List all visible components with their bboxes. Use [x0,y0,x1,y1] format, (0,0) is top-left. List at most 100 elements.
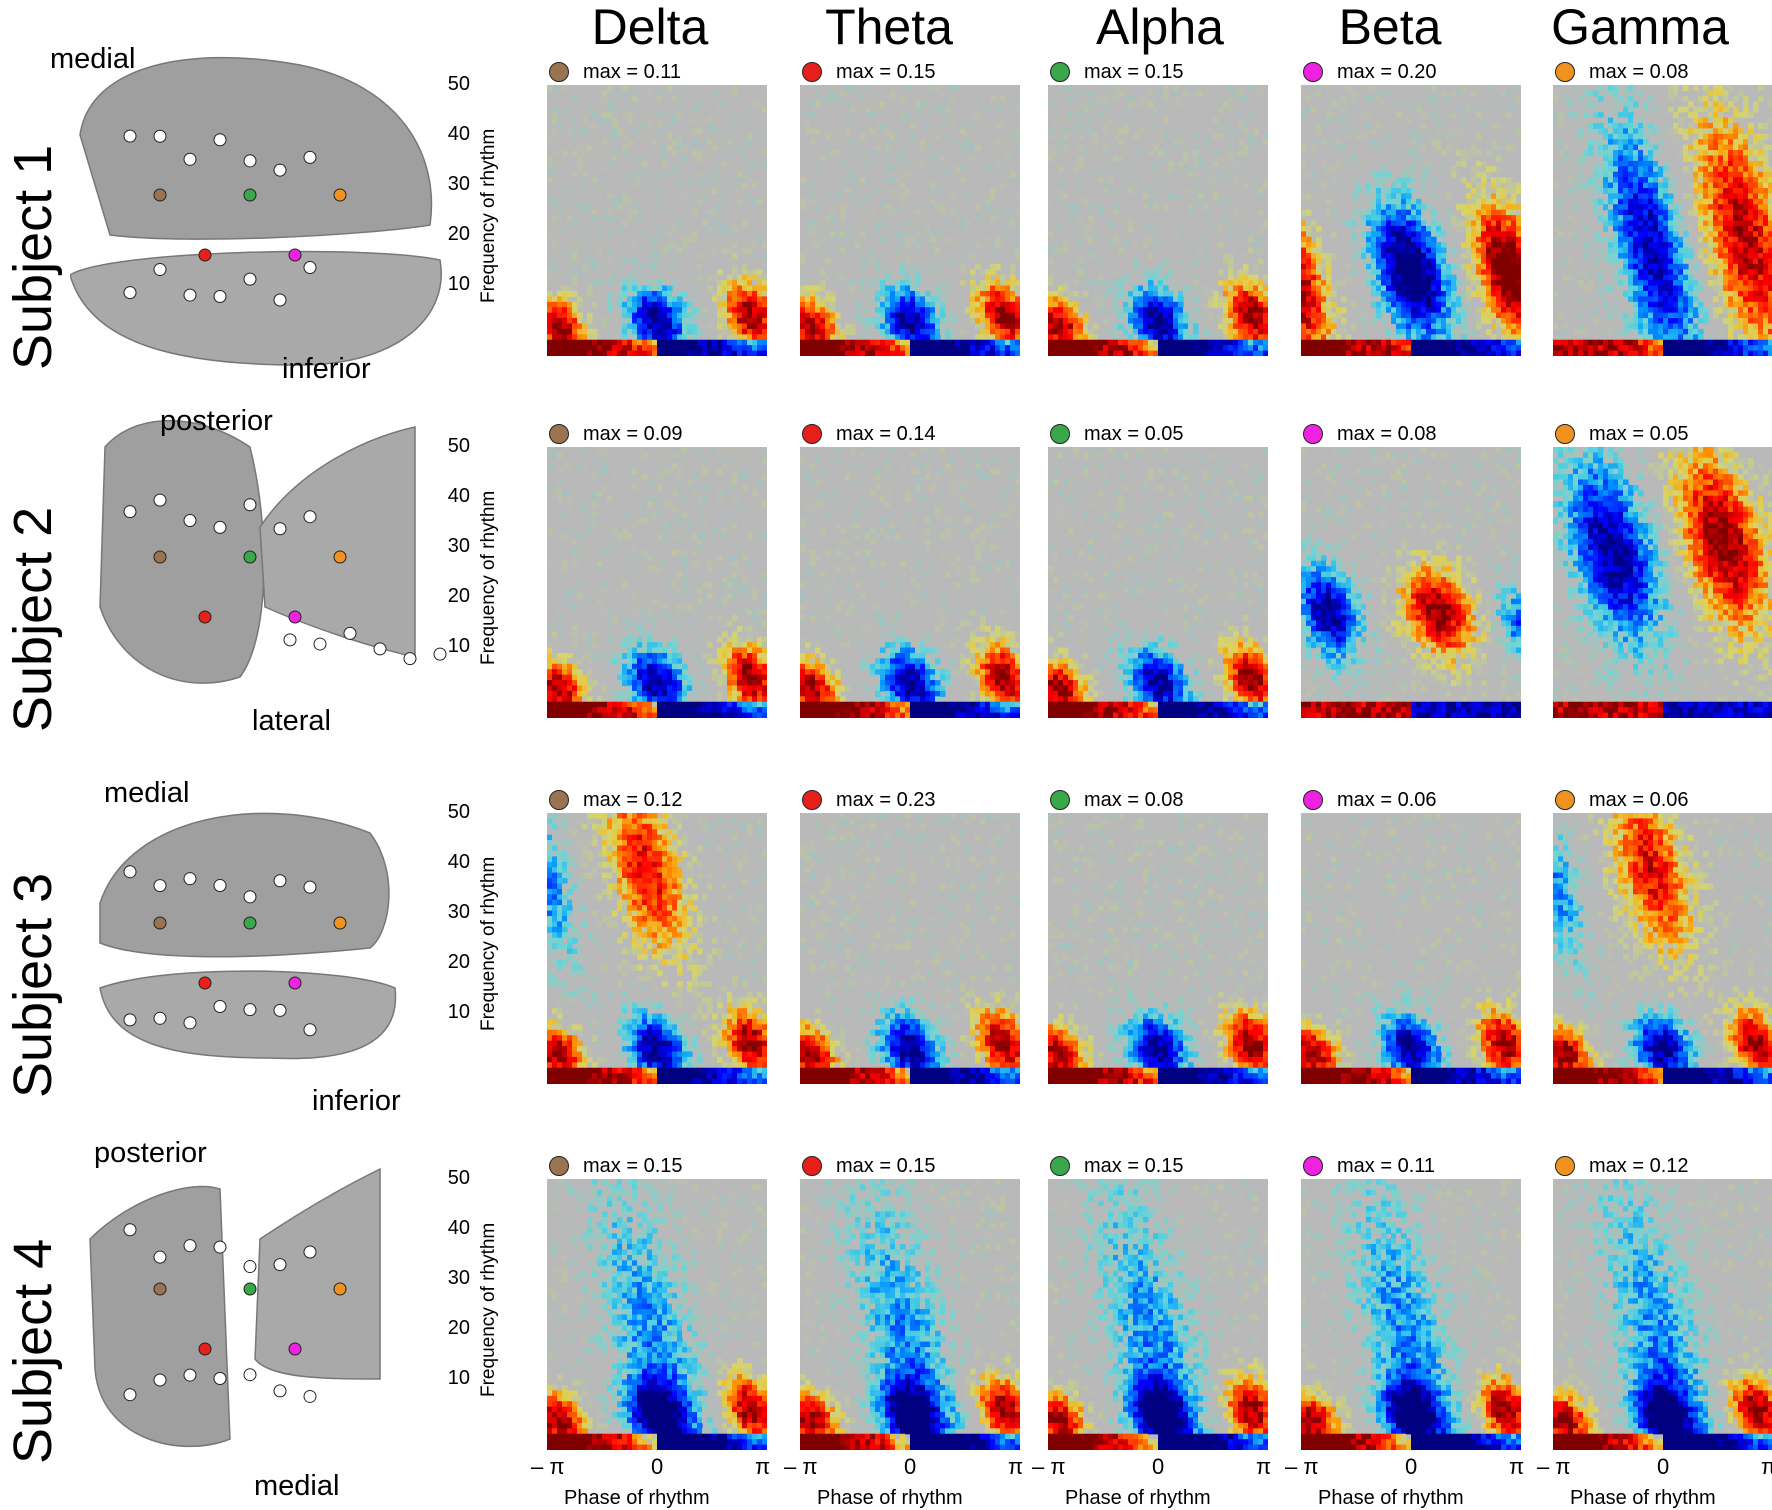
heatmap-cell [1451,166,1457,172]
view-label-inferior: inferior [282,353,371,386]
heatmap-cell [1386,145,1392,151]
heatmap-cell [1173,286,1179,292]
heatmap-cell [1000,210,1006,216]
heatmap-cell [1476,242,1482,248]
heatmap-cell [592,253,598,259]
heatmap-cell [810,226,816,232]
heatmap-cell [1248,134,1254,140]
heatmap-cell [592,264,598,270]
electrode-color-dot [1555,62,1575,82]
heatmap-cell [677,231,683,237]
heatmap-cell [1213,296,1219,302]
heatmap-cell [1073,323,1079,329]
heatmap-cell [732,334,738,340]
heatmap-cell [1148,318,1154,324]
heatmap-cell [1238,231,1244,237]
heatmap-cell [1628,264,1634,270]
heatmap-cell [1053,101,1059,107]
heatmap-cell [950,193,956,199]
heatmap-cell [860,231,866,237]
heatmap-cell [1088,90,1094,96]
heatmap-cell [1053,302,1059,308]
heatmap-cell [835,351,841,356]
heatmap-cell [1361,248,1367,254]
heatmap-cell [1578,112,1584,118]
band-title-delta: Delta [540,0,760,56]
heatmap-cell [1406,193,1412,199]
heatmap-cell [875,221,881,227]
heatmap-cell [1613,253,1619,259]
heatmap-cell [1461,123,1467,129]
heatmap-cell [865,161,871,167]
heatmap-cell [712,96,718,102]
heatmap-cell [800,318,806,324]
heatmap-cell [1306,226,1312,232]
heatmap-cell [1371,204,1377,210]
heatmap-cell [1431,226,1437,232]
heatmap-cell [1238,269,1244,275]
heatmap-cell [1301,172,1307,178]
heatmap-cell [1618,269,1624,275]
heatmap-cell [980,291,986,297]
heatmap-cell [1366,226,1372,232]
heatmap-cell [1618,242,1624,248]
heatmap-cell [835,96,841,102]
heatmap-cell [1183,291,1189,297]
heatmap-cell [1103,340,1109,346]
heatmap-cell [717,204,723,210]
heatmap-cell [1391,118,1397,124]
heatmap-cell [707,123,713,129]
heatmap-cell [940,155,946,161]
heatmap-cell [1431,221,1437,227]
heatmap-cell [1223,334,1229,340]
heatmap-cell [642,161,648,167]
heatmap-cell [975,242,981,248]
heatmap-cell [1446,215,1452,221]
heatmap-cell [627,112,633,118]
heatmap-cell [850,139,856,145]
heatmap-cell [732,291,738,297]
heatmap-cell [1633,123,1639,129]
heatmap-cell [960,253,966,259]
heatmap-cell [985,329,991,335]
heatmap-cell [1618,258,1624,264]
heatmap-cell [1613,145,1619,151]
heatmap-cell [642,280,648,286]
heatmap-cell [1381,172,1387,178]
heatmap-cell [1593,101,1599,107]
heatmap-cell [1501,226,1507,232]
heatmap-cell [1416,351,1422,356]
heatmap-cell [1618,123,1624,129]
heatmap-cell [840,231,846,237]
heatmap-cell [1133,155,1139,161]
heatmap-cell [1486,280,1492,286]
heatmap-cell [1351,302,1357,308]
heatmap-cell [697,345,703,351]
heatmap-cell [1633,275,1639,281]
heatmap-cell [552,199,558,205]
heatmap-cell [637,302,643,308]
heatmap-cell [747,269,753,275]
heatmap-cell [925,340,931,346]
electrode-white [124,130,136,142]
heatmap-cell [1228,329,1234,335]
heatmap-cell [1143,193,1149,199]
heatmap-cell [647,150,653,156]
heatmap-cell [1133,280,1139,286]
heatmap-cell [672,340,678,346]
heatmap-cell [657,318,663,324]
heatmap-cell [1311,340,1317,346]
heatmap-cell [1048,307,1054,313]
heatmap-cell [1316,139,1322,145]
heatmap-cell [1593,188,1599,194]
heatmap-cell [825,188,831,194]
heatmap-cell [1341,340,1347,346]
heatmap-cell [622,340,628,346]
heatmap-cell [1618,139,1624,145]
heatmap-cell [1511,286,1517,292]
heatmap-cell [805,302,811,308]
heatmap-cell [1466,253,1472,259]
heatmap-cell [1361,351,1367,356]
heatmap-cell [577,242,583,248]
heatmap-cell [950,85,956,91]
